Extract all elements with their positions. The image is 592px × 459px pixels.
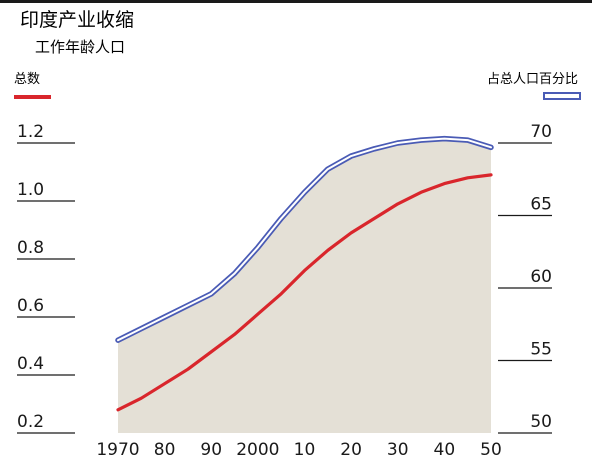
total-series-line — [116, 173, 493, 412]
x-tick-label: 80 — [154, 440, 176, 459]
top-rule — [0, 0, 592, 3]
legend-percent-label: 占总人口百分比 — [487, 72, 578, 87]
right-tick-label: 50 — [530, 412, 552, 432]
x-tick-label: 2000 — [236, 440, 279, 459]
x-tick-label: 1970 — [96, 440, 139, 459]
x-tick-label: 50 — [480, 440, 502, 459]
right-axis-ticks: 50 55 60 65 70 — [498, 122, 552, 434]
legend-total-swatch — [14, 95, 51, 99]
x-axis-ticks: 1970 80 90 2000 10 20 30 40 50 — [96, 440, 501, 459]
legend-percent-swatch — [543, 92, 581, 100]
series-layer — [115, 135, 494, 412]
legend-total-label: 总数 — [14, 72, 40, 87]
chart-title: 印度产业收缩 — [20, 9, 134, 31]
right-tick-label: 60 — [530, 267, 552, 287]
left-axis-ticks: 0.2 0.4 0.6 0.8 1.0 1.2 — [17, 122, 75, 434]
right-tick-label: 70 — [530, 122, 552, 142]
x-tick-label: 40 — [434, 440, 456, 459]
left-tick-label: 1.0 — [17, 180, 44, 200]
left-tick-label: 0.2 — [17, 412, 44, 432]
percent-area-layer — [118, 138, 491, 433]
left-tick-label: 1.2 — [17, 122, 44, 142]
x-tick-label: 30 — [387, 440, 409, 459]
chart-subtitle: 工作年龄人口 — [35, 38, 125, 56]
right-tick-label: 55 — [530, 340, 552, 360]
left-tick-label: 0.8 — [17, 238, 44, 258]
x-tick-label: 90 — [200, 440, 222, 459]
left-tick-label: 0.6 — [17, 296, 44, 316]
percent-area-fill — [118, 138, 491, 433]
x-tick-label: 10 — [294, 440, 316, 459]
x-tick-label: 20 — [340, 440, 362, 459]
percent-series-line-inner — [117, 137, 492, 342]
left-tick-label: 0.4 — [17, 354, 44, 374]
right-tick-label: 65 — [530, 195, 552, 215]
